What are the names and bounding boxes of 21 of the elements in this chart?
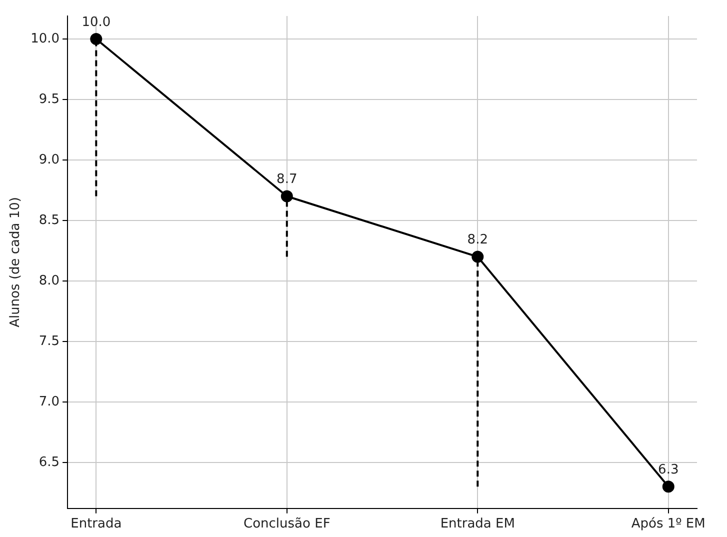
x-tick-label: Conclusão EF	[244, 516, 330, 532]
y-tick-label: 8.5	[38, 212, 60, 228]
data-label: 10.0	[82, 14, 111, 30]
data-label: 8.7	[276, 172, 298, 188]
data-label: 8.2	[467, 232, 488, 248]
data-label: 6.3	[658, 462, 679, 478]
y-tick-label: 6.5	[38, 454, 60, 470]
y-tick-label: 10.0	[30, 31, 60, 46]
y-tick-label: 7.0	[38, 394, 60, 410]
point	[90, 32, 102, 45]
x-tick-label: Entrada	[70, 516, 122, 532]
y-tick-label: 9.5	[38, 92, 60, 107]
y-tick-label: 8.0	[38, 273, 60, 288]
x-tick-label: Entrada EM	[440, 516, 515, 532]
point	[662, 480, 674, 493]
y-tick-label: 7.5	[38, 334, 60, 349]
x-tick-label: Após 1º EM	[631, 516, 706, 532]
y-tick-label: 9.0	[38, 152, 60, 168]
point	[280, 190, 293, 202]
y-axis-title: Alunos (de cada 10)	[8, 197, 24, 328]
point	[472, 250, 484, 263]
